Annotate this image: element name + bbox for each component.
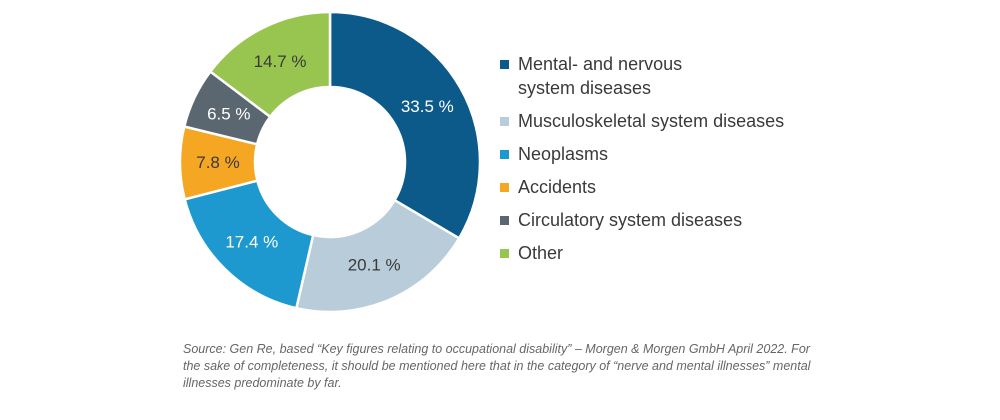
legend-item-neoplasms: Neoplasms	[500, 142, 830, 166]
legend-item-circulatory: Circulatory system diseases	[500, 208, 830, 232]
donut-slice-5	[208, 10, 332, 119]
donut-data-label-2: 17.4 %	[225, 233, 278, 252]
legend-item-other: Other	[500, 241, 830, 265]
legend-swatch	[500, 183, 509, 192]
legend-swatch	[500, 249, 509, 258]
legend-label: Neoplasms	[518, 144, 609, 164]
donut-chart: 33.5 % 20.1 % 17.4 % 7.8 % 6.5 % 14.7 %	[178, 10, 482, 314]
donut-data-label-0: 33.5 %	[401, 97, 454, 116]
legend-label: Other	[518, 243, 564, 263]
donut-data-label-5: 14.7 %	[254, 52, 307, 71]
legend-label: Musculoskeletal system diseases	[518, 111, 785, 131]
donut-slice-2	[183, 179, 315, 310]
donut-data-label-3: 7.8 %	[196, 153, 239, 172]
legend-label: Mental- and nervous system diseases	[518, 54, 683, 98]
donut-slice-1	[294, 198, 461, 314]
donut-slice-0	[328, 10, 482, 241]
source-note: Source: Gen Re, based “Key figures relat…	[183, 342, 811, 390]
donut-data-label-4: 6.5 %	[207, 104, 250, 123]
legend-label: Accidents	[518, 177, 597, 197]
legend-swatch	[500, 117, 509, 126]
legend-item-accidents: Accidents	[500, 175, 830, 199]
chart-legend: Mental- and nervous system diseases Musc…	[500, 52, 830, 274]
legend-swatch	[500, 216, 509, 225]
legend-swatch	[500, 150, 509, 159]
donut-slices	[178, 10, 482, 314]
legend-label: Circulatory system diseases	[518, 210, 743, 230]
legend-item-musculoskeletal: Musculoskeletal system diseases	[500, 109, 830, 133]
legend-item-mental-nervous: Mental- and nervous system diseases	[500, 52, 830, 100]
legend-swatch	[500, 60, 509, 69]
donut-data-labels: 33.5 % 20.1 % 17.4 % 7.8 % 6.5 % 14.7 %	[196, 52, 453, 274]
donut-data-label-1: 20.1 %	[348, 255, 401, 274]
